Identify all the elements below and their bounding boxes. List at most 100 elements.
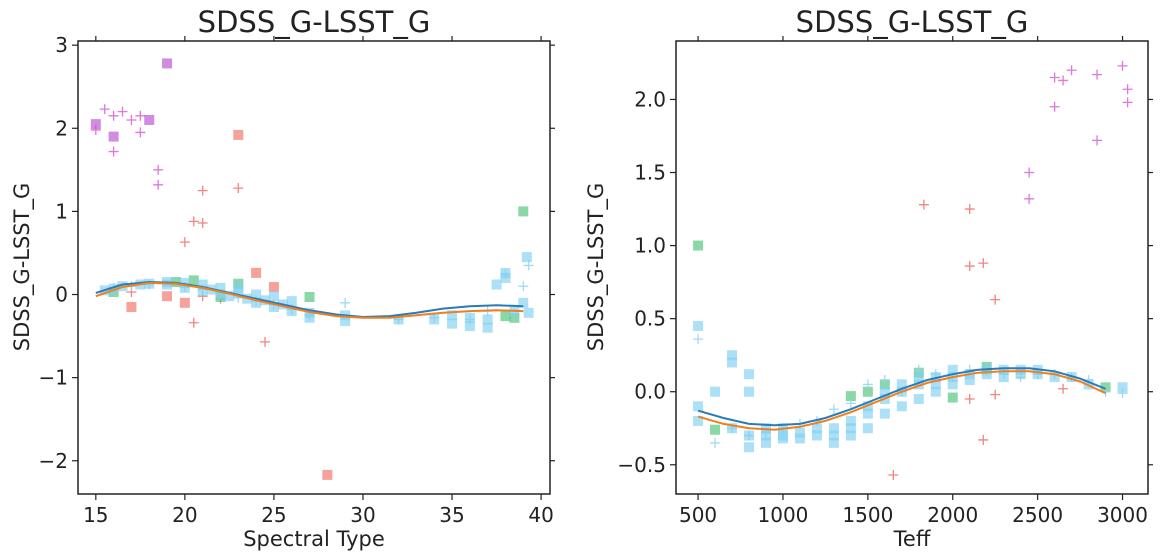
data-point [845,423,856,434]
data-point [197,286,208,297]
data-point [990,294,1001,305]
data-point [888,470,899,481]
data-point [879,375,890,386]
data-point [998,372,1009,383]
data-point [251,289,262,300]
fit-line-0 [697,367,1106,427]
data-point [162,291,173,302]
data-point [727,350,738,361]
data-point [1015,369,1026,380]
data-point [188,275,199,286]
data-point [447,318,458,329]
data-point [710,437,721,448]
data-point [811,430,822,441]
data-point [744,386,755,397]
data-point [794,433,805,444]
data-point [1049,372,1060,383]
data-point [179,237,190,248]
data-point [896,401,907,412]
data-point [162,58,173,69]
data-point [710,424,721,435]
data-point [964,261,975,272]
data-point [693,401,704,412]
right-chart-marks [693,60,1133,481]
data-point [693,415,704,426]
data-point [188,216,199,227]
data-point [913,394,924,405]
data-point [930,379,941,390]
x-tick-label: 3000 [1097,503,1148,527]
data-point [518,281,529,292]
data-point [521,252,532,263]
data-point [215,289,226,300]
data-point [523,307,534,318]
left-y-axis-label: SDSS_G-LSST_G [10,183,35,351]
data-point [693,334,704,345]
data-point [464,312,475,323]
data-point [126,114,137,125]
data-point [978,258,989,269]
y-tick-label: 2.0 [634,87,666,111]
data-point [727,357,738,368]
data-point [1024,167,1035,178]
data-point [90,119,101,130]
data-point [828,430,839,441]
left-plot-frame [77,40,551,495]
data-point [1058,75,1069,86]
data-point [179,297,190,308]
y-tick-label: −1 [39,366,68,390]
x-tick-label: 15 [83,503,108,527]
data-point [153,179,164,190]
data-point [260,336,271,347]
data-point [862,379,873,390]
data-point [340,297,351,308]
fit-line-1 [697,370,1107,431]
data-point [845,430,856,441]
right-x-axis-label: Teff [893,527,931,551]
data-point [998,364,1009,375]
data-point [947,379,958,390]
data-point [828,404,839,415]
data-point [108,131,119,142]
y-tick-label: −2 [39,449,68,473]
data-point [99,104,110,115]
data-point [268,301,279,312]
data-point [286,306,297,317]
y-tick-label: 3 [55,33,68,57]
left-chart-marks [90,58,534,480]
data-point [1058,383,1069,394]
data-point [760,430,771,441]
left-chart-ticks: 15 20 25 30 35 40 −2 −1 0 1 2 3 [39,33,555,527]
data-point [845,398,856,409]
data-point [1032,369,1043,380]
data-point [862,386,873,397]
series-0 [90,104,164,190]
y-tick-label: 0.0 [634,380,666,404]
data-point [896,379,907,390]
right-chart-title: SDSS_G-LSST_G [796,5,1029,39]
series-1 [888,199,1069,481]
data-point [964,375,975,386]
x-tick-label: 30 [350,503,375,527]
series-4 [108,206,529,323]
y-tick-label: 1 [55,199,68,223]
y-tick-label: 0 [55,283,68,307]
data-point [197,185,208,196]
x-tick-label: 500 [679,503,717,527]
y-tick-label: 0.5 [634,307,666,331]
fit-line-1 [95,281,524,319]
data-point [1024,193,1035,204]
x-tick-label: 20 [172,503,197,527]
data-point [108,146,119,157]
right-plot-frame [675,40,1149,495]
series-1 [90,58,173,142]
data-point [233,183,244,194]
data-point [509,312,520,323]
x-tick-label: 1000 [758,503,809,527]
series-3 [126,129,333,480]
data-point [710,386,721,397]
data-point [393,314,404,325]
left-chart-title: SDSS_G-LSST_G [198,5,431,39]
data-point [117,106,128,117]
data-point [518,206,529,217]
